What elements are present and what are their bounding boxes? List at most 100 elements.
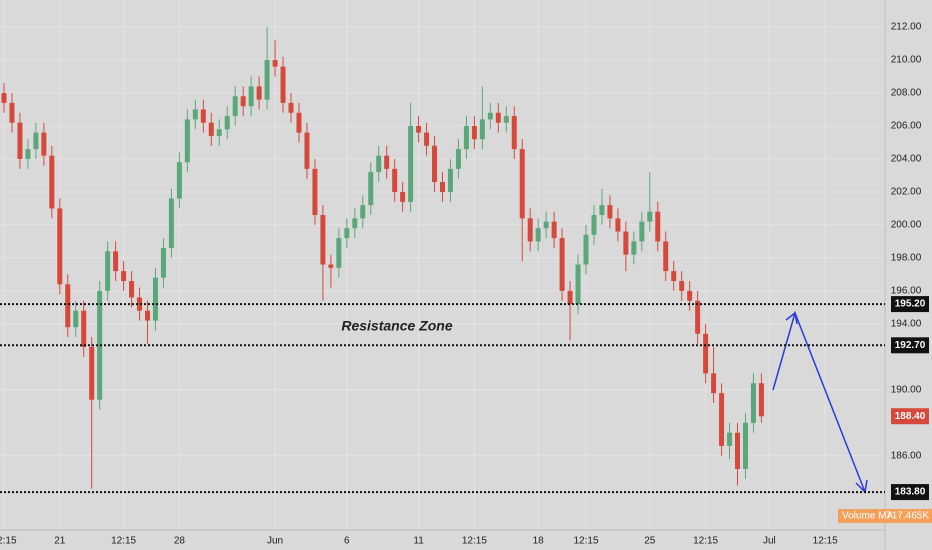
x-tick-label: 12:15 [462, 536, 487, 547]
level-label: 192.70 [895, 340, 926, 351]
y-tick-label: 206.00 [891, 121, 922, 132]
candle-body [312, 168, 318, 216]
candle-body [631, 241, 637, 255]
candle-body [519, 149, 525, 219]
candle-body [129, 280, 135, 298]
candle-body [113, 251, 119, 272]
x-tick-label: 12:15 [693, 536, 718, 547]
candles [1, 27, 764, 489]
y-tick-label: 190.00 [891, 384, 922, 395]
x-tick-label: Jul [763, 536, 776, 547]
x-tick-label: 12:15 [0, 536, 17, 547]
candle-body [447, 168, 453, 192]
candle-body [695, 300, 701, 334]
candle-body [719, 393, 725, 446]
candle-body [17, 122, 23, 159]
candle-body [320, 215, 326, 265]
candle-body [328, 264, 334, 268]
candle-body [224, 116, 230, 130]
level-label-box [891, 296, 929, 313]
candle-body [599, 205, 605, 216]
candle-body [145, 310, 150, 321]
volume-ma-value: 717.465K [886, 511, 929, 522]
candle-body [200, 109, 206, 123]
volume-ma-name: Volume MA [842, 511, 893, 522]
candle-body [41, 132, 47, 156]
labels: 212.00 210.00 208.00 206.00 204.00 202.00 200.… [0, 22, 932, 547]
annotation: Resistance Zone [341, 318, 452, 334]
candle-body [735, 432, 740, 469]
candle-body [440, 182, 445, 192]
candle-body [623, 231, 629, 255]
candle-body [121, 271, 127, 281]
candle-body [551, 221, 557, 239]
candle-body [49, 155, 55, 209]
candle-body [392, 168, 398, 192]
x-tick-label: 12:15 [813, 536, 838, 547]
candle-body [25, 149, 31, 159]
candle-body [503, 116, 509, 123]
candle-body [727, 432, 733, 446]
candle-body [679, 280, 685, 291]
x-tick-label: 6 [344, 536, 350, 547]
candle-body [192, 109, 198, 120]
level-label-box [891, 337, 929, 354]
candle-body [487, 112, 493, 120]
candle-body [471, 125, 477, 140]
y-tick-label: 212.00 [891, 22, 922, 33]
candle-body [671, 271, 677, 281]
candle-body [208, 122, 214, 136]
candle-body [742, 422, 748, 469]
candle-body [9, 102, 15, 123]
candle-body [583, 234, 589, 265]
candle-body [73, 310, 79, 328]
x-tick-label: 11 [413, 536, 424, 547]
level-label: 183.80 [895, 487, 926, 498]
y-tick-label: 210.00 [891, 55, 922, 66]
y-tick-label: 186.00 [891, 450, 922, 461]
candle-body [360, 205, 366, 219]
candle-body [400, 191, 406, 202]
candle-body [89, 346, 95, 400]
candle-body [344, 228, 350, 239]
last-price-box [891, 408, 929, 425]
candle-body [256, 86, 262, 100]
candle-body [591, 215, 597, 235]
candle-body [280, 66, 286, 103]
candle-body [495, 112, 501, 123]
candle-body [663, 241, 669, 272]
candle-body [559, 238, 565, 291]
candle-body [655, 211, 661, 242]
candle-body [758, 383, 764, 417]
candle-body [240, 96, 246, 107]
candle-body [232, 96, 238, 117]
candle-body [376, 155, 382, 173]
y-tick-label: 204.00 [891, 154, 922, 165]
x-tick-label: 28 [174, 536, 186, 547]
candle-body [543, 221, 549, 229]
candle-body [575, 264, 581, 305]
last-price-label: 188.40 [895, 411, 926, 422]
y-tick-label: 202.00 [891, 187, 922, 198]
volume-ma-box [838, 509, 932, 523]
candle-body [639, 221, 645, 242]
candle-body [647, 211, 653, 222]
level-label-box [891, 484, 929, 501]
candle-body [368, 172, 374, 206]
candle-body [1, 93, 7, 103]
level-label: 195.20 [895, 299, 926, 310]
x-tick-label: Jun [267, 536, 283, 547]
candle-body [711, 373, 717, 394]
candle-body [168, 198, 174, 249]
candle-body [184, 119, 190, 163]
candle-body [750, 383, 756, 423]
candle-body [264, 60, 270, 100]
candle-body [288, 102, 294, 113]
candle-body [97, 290, 103, 400]
candle-body [416, 125, 422, 133]
y-tick-label: 198.00 [891, 253, 922, 264]
candle-body [216, 129, 222, 136]
candle-body [455, 149, 461, 169]
